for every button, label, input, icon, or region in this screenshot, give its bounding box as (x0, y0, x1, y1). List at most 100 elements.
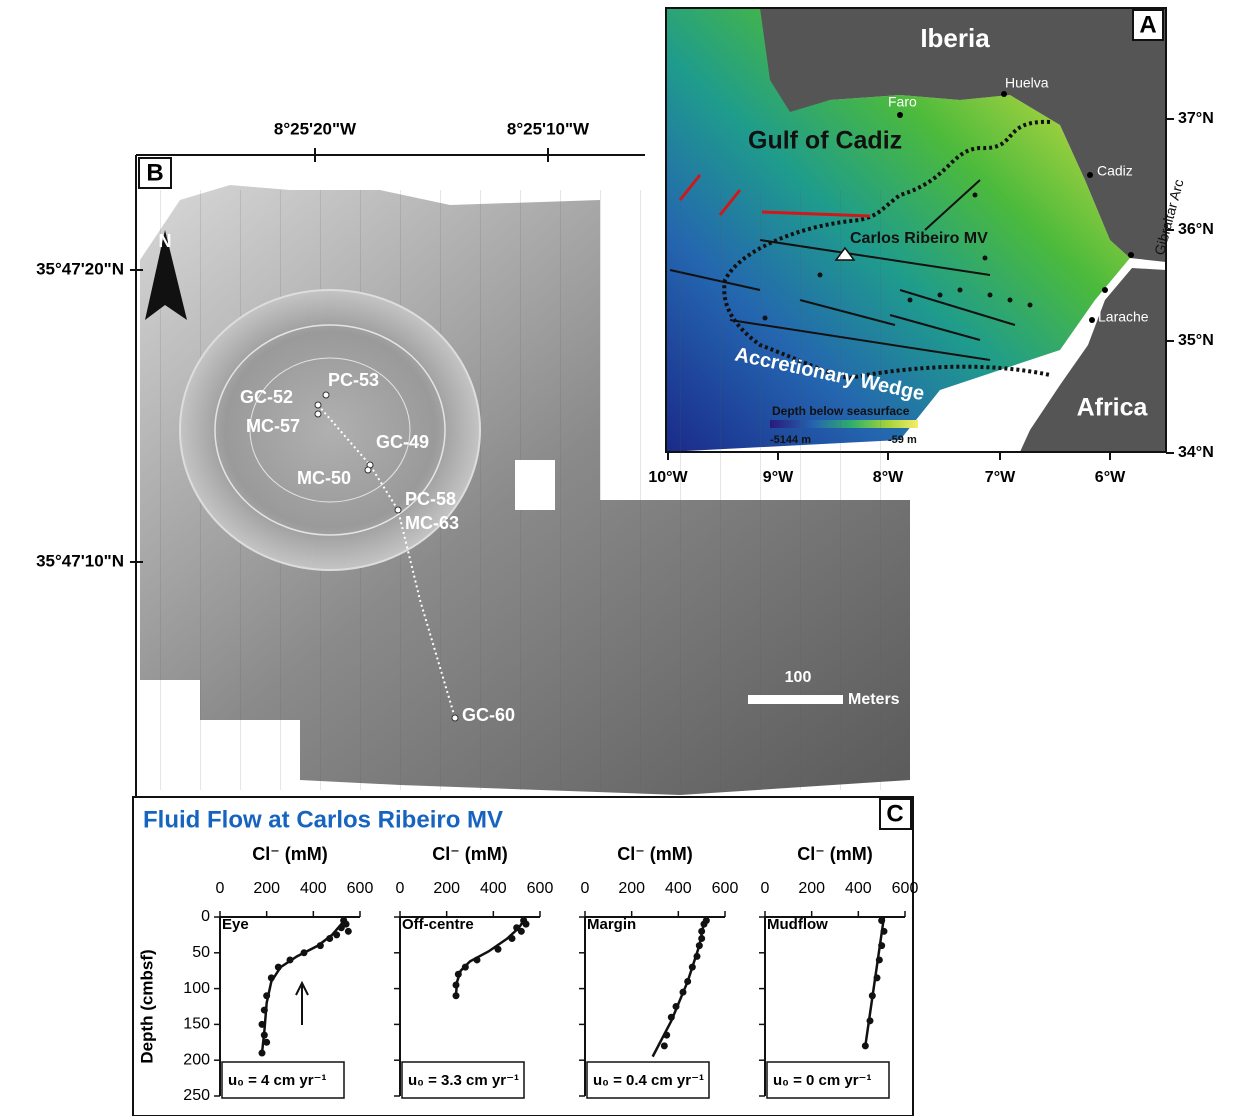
transect (317, 404, 456, 719)
data-point (873, 974, 881, 982)
annotation: u₀ = 0 cm yr⁻¹ (773, 1072, 871, 1089)
annotation: u₀ = 0.4 cm yr⁻¹ (593, 1072, 704, 1089)
town-dots (897, 91, 1134, 323)
data-point (260, 1031, 268, 1039)
sample-label: GC-60 (462, 705, 515, 725)
lat-label: 35°47'10"N (36, 551, 124, 570)
x-tick-label: 0 (761, 880, 770, 897)
data-point (693, 952, 701, 960)
data-point (333, 931, 341, 939)
data-point (679, 988, 687, 996)
x-tick-label: 400 (300, 880, 327, 897)
y-tick-label: 50 (192, 944, 210, 961)
scale-unit: Meters (848, 691, 900, 708)
data-point (700, 920, 708, 928)
x-axis-label: Cl⁻ (mM) (252, 844, 328, 864)
lat-label: 34°N (1178, 444, 1214, 461)
lon-label: 8°25'20"W (274, 119, 357, 138)
x-axis-label: Cl⁻ (mM) (617, 844, 693, 864)
annotation-box (221, 1061, 345, 1099)
x-tick-label: 600 (892, 880, 919, 897)
x-tick-label: 0 (396, 880, 405, 897)
data-point (684, 977, 692, 985)
panel-title: Fluid Flow at Carlos Ribeiro MV (143, 806, 503, 833)
panel-label: A (1139, 11, 1156, 38)
data-point (688, 963, 696, 971)
x-tick-label: 0 (216, 880, 225, 897)
data-point (878, 917, 886, 925)
place: Cadiz (1097, 163, 1133, 179)
sample-label: PC-58 (405, 489, 456, 509)
land-africa (1020, 268, 1166, 452)
lat-label: 35°N (1178, 332, 1214, 349)
sample-label: GC-52 (240, 387, 293, 407)
sample-label: PC-53 (328, 370, 379, 390)
fit-line (864, 916, 886, 1047)
data-point (316, 942, 324, 950)
data-point (878, 942, 886, 950)
x-tick-label: 600 (347, 880, 374, 897)
lon-label: 8°W (873, 469, 904, 486)
label-box (879, 798, 912, 830)
mud-volcano (179, 289, 481, 571)
annotation: u₀ = 4 cm yr⁻¹ (228, 1072, 326, 1089)
lat-label: 37°N (1178, 110, 1214, 127)
data-point (695, 942, 703, 950)
annotation-box (401, 1061, 525, 1099)
data-point (698, 934, 706, 942)
data-point (866, 1017, 874, 1025)
profile-name: Margin (587, 916, 636, 933)
data-point (454, 970, 462, 978)
data-point (300, 949, 308, 957)
data-point (326, 934, 334, 942)
x-tick-label: 200 (618, 880, 645, 897)
place: Larache (1098, 309, 1149, 325)
sample-label: MC-50 (297, 468, 351, 488)
data-point (258, 1020, 266, 1028)
data-point (494, 945, 502, 953)
x-axis-label: Cl⁻ (mM) (432, 844, 508, 864)
north-label: N (159, 231, 172, 251)
data-point (452, 981, 460, 989)
place: Huelva (1005, 75, 1049, 91)
data-point (663, 1031, 671, 1039)
place: Africa (1077, 394, 1149, 422)
sample-label: GC-49 (376, 432, 429, 452)
data-point (508, 934, 516, 942)
data-point (517, 927, 525, 935)
y-axis-label: Depth (cmbsf) (137, 949, 156, 1063)
sample-label: MC-57 (246, 416, 300, 436)
x-tick-label: 600 (527, 880, 554, 897)
annotation-box (586, 1061, 710, 1099)
lat-label: 35°47'20"N (36, 259, 124, 278)
lon-label: 7°W (985, 469, 1016, 486)
north-arrow (145, 230, 187, 320)
data-point (672, 1003, 680, 1010)
land-iberia (760, 8, 1166, 262)
data-point (522, 920, 530, 928)
profile-name: Mudflow (767, 916, 828, 933)
data-point (861, 1042, 869, 1050)
profile-name: Off-centre (402, 916, 474, 933)
data-point (263, 992, 271, 1000)
x-tick-label: 400 (845, 880, 872, 897)
data-point (461, 963, 469, 971)
data-point (286, 956, 294, 964)
x-tick-label: 400 (480, 880, 507, 897)
lon-label: 6°W (1095, 469, 1126, 486)
data-point (263, 1038, 271, 1046)
x-tick-label: 200 (798, 880, 825, 897)
data-point (452, 992, 460, 1000)
ring (214, 324, 446, 536)
data-point (260, 1006, 268, 1014)
y-tick-label: 200 (183, 1051, 210, 1068)
place: Faro (888, 94, 917, 110)
sample-sites (314, 391, 459, 722)
x-tick-label: 400 (665, 880, 692, 897)
profile-name: Eye (222, 916, 249, 933)
data-point (667, 1013, 675, 1021)
panel-label: B (146, 159, 163, 186)
scale-value: 100 (785, 669, 812, 686)
sample-label: MC-63 (405, 513, 459, 533)
